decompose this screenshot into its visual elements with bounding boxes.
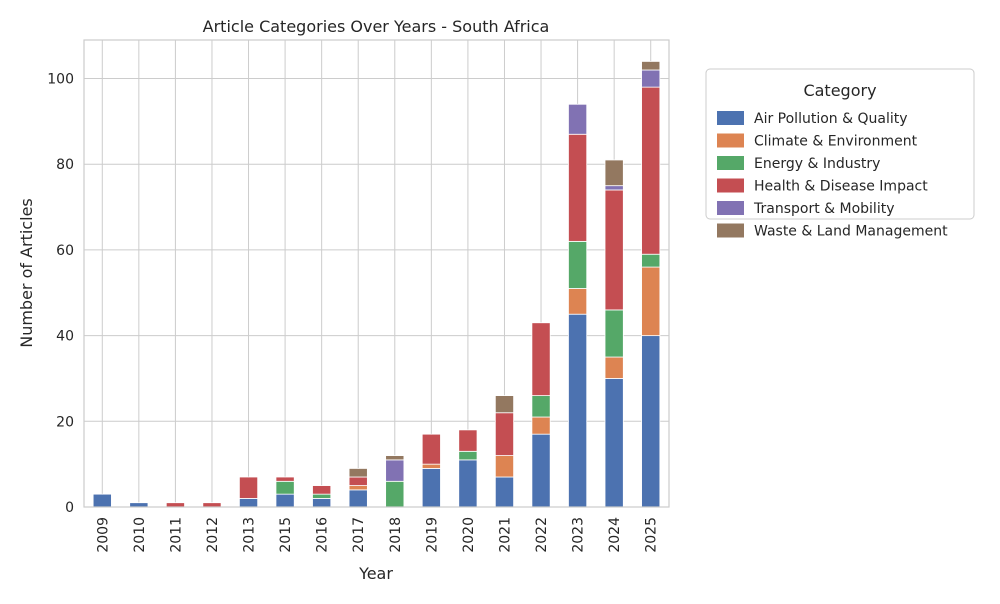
- bar-segment: [92, 493, 112, 508]
- bar-segment: [421, 463, 441, 469]
- bar-segment: [385, 455, 405, 461]
- bar-segment: [238, 476, 259, 499]
- bar-segment: [568, 240, 588, 289]
- x-tick-label: 2009: [95, 517, 111, 553]
- bar-segment: [458, 429, 478, 452]
- bar-segment: [641, 335, 661, 508]
- bar-segment: [494, 395, 515, 414]
- bar-segment: [531, 322, 551, 397]
- bars: [92, 61, 661, 508]
- bar-segment: [531, 433, 551, 508]
- x-tick-label: 2011: [168, 517, 184, 553]
- bar-segment: [312, 493, 332, 499]
- x-tick-label: 2013: [242, 517, 258, 553]
- y-tick-label: 60: [56, 243, 74, 259]
- bar-segment: [641, 266, 661, 337]
- legend-label: Energy & Industry: [754, 156, 880, 172]
- bar-segment: [385, 480, 405, 508]
- legend-swatch: [717, 201, 744, 215]
- bar-segment: [348, 485, 368, 491]
- bar-segment: [531, 395, 551, 418]
- bar-segment: [385, 459, 405, 482]
- x-axis-label: Year: [358, 564, 393, 583]
- bar-segment: [238, 498, 259, 508]
- x-tick-label: 2023: [571, 517, 587, 553]
- bar-segment: [421, 468, 441, 508]
- y-tick-label: 0: [65, 500, 74, 516]
- bar-segment: [604, 185, 624, 191]
- legend-title: Category: [803, 81, 876, 100]
- y-tick-label: 80: [56, 157, 74, 173]
- bar-segment: [348, 489, 368, 508]
- axes-frame: [83, 39, 670, 508]
- y-tick-label: 40: [56, 329, 74, 345]
- y-axis-label: Number of Articles: [17, 198, 36, 348]
- chart-title: Article Categories Over Years - South Af…: [203, 17, 550, 36]
- legend-label: Health & Disease Impact: [754, 179, 928, 195]
- bar-segment: [494, 476, 515, 508]
- bar-segment: [312, 498, 332, 508]
- bar-segment: [641, 253, 661, 268]
- legend: Category Air Pollution & Quality Climate …: [705, 68, 975, 240]
- legend-items: Air Pollution & Quality Climate & Environ…: [717, 111, 948, 240]
- bar-segment: [604, 309, 624, 358]
- legend-label: Transport & Mobility: [753, 201, 895, 217]
- legend-label: Climate & Environment: [754, 134, 918, 150]
- bar-segment: [458, 450, 478, 461]
- bar-segment: [275, 493, 295, 508]
- bar-segment: [129, 502, 149, 508]
- x-tick-label: 2021: [497, 517, 513, 553]
- bar-segment: [568, 288, 588, 315]
- legend-swatch: [717, 133, 744, 148]
- bar-segment: [604, 159, 624, 187]
- legend-box: [705, 68, 975, 220]
- bar-segment: [458, 459, 478, 508]
- bar-segment: [494, 455, 515, 478]
- bar-segment: [568, 313, 588, 508]
- bar-segment: [275, 480, 295, 495]
- x-tick-label: 2016: [315, 517, 331, 553]
- x-tick-label: 2010: [132, 517, 148, 553]
- bar-segment: [568, 103, 588, 135]
- bar-segment: [641, 69, 661, 88]
- x-tick-label: 2020: [461, 517, 477, 553]
- y-tick-label: 100: [47, 72, 74, 88]
- bar-segment: [165, 502, 185, 508]
- legend-swatch: [717, 156, 744, 170]
- bar-segment: [202, 502, 222, 508]
- bar-segment: [421, 433, 441, 465]
- bar-segment: [641, 61, 661, 71]
- x-tick-label: 2019: [424, 517, 440, 553]
- bar-segment: [531, 416, 551, 435]
- x-tick-label: 2025: [644, 517, 660, 553]
- legend-label: Air Pollution & Quality: [754, 111, 908, 127]
- x-tick-labels: 2009 2010 2011 2012 2013 2015 2016 2017 2018 2019…: [95, 517, 659, 553]
- legend-swatch: [717, 111, 744, 125]
- bar-segment: [494, 412, 515, 456]
- bar-segment: [604, 378, 624, 508]
- y-tick-labels: 0 20 40 60 80 100: [47, 72, 74, 516]
- x-tick-label: 2022: [534, 517, 550, 553]
- y-tick-label: 20: [56, 414, 74, 430]
- x-tick-label: 2012: [205, 517, 221, 553]
- legend-label: Waste & Land Management: [754, 224, 948, 240]
- bar-segment: [275, 476, 295, 482]
- bar-segment: [604, 189, 624, 311]
- x-tick-label: 2018: [388, 517, 404, 553]
- plot-frame: [83, 39, 670, 508]
- bar-segment: [604, 356, 624, 379]
- x-tick-label: 2015: [278, 517, 294, 553]
- legend-swatch: [717, 223, 744, 238]
- x-tick-label: 2017: [351, 517, 367, 553]
- bar-segment: [568, 133, 588, 242]
- x-tick-label: 2024: [607, 517, 623, 553]
- legend-swatch: [717, 178, 744, 193]
- bar-segment: [348, 468, 368, 478]
- bar-segment: [348, 476, 368, 486]
- bar-segment: [312, 485, 332, 495]
- bar-segment: [641, 86, 661, 255]
